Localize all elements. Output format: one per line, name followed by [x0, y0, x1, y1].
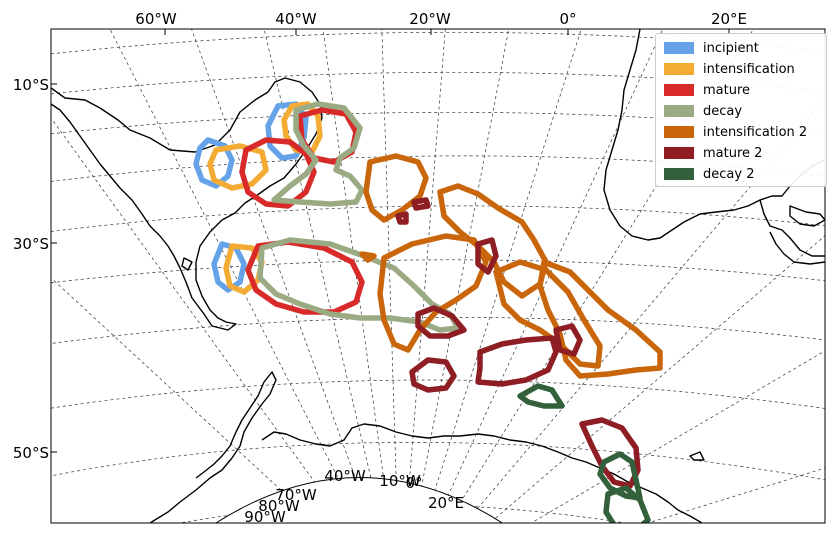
lon-label-inner: 20°E	[428, 494, 464, 512]
lon-label-inner: 70°W	[275, 486, 317, 504]
contour-intensification-2	[359, 251, 377, 263]
legend-item: mature	[664, 82, 750, 98]
map-frame	[50, 28, 826, 524]
lon-label-inner: 40°W	[324, 467, 366, 485]
contour-mature-2	[409, 357, 457, 393]
contour-mature-2	[411, 197, 431, 211]
legend-item: decay 2	[664, 166, 754, 182]
legend-item: mature 2	[664, 145, 762, 161]
legend-item: incipient	[664, 40, 759, 56]
contour-decay	[257, 237, 461, 333]
lat-label-left: 50°S	[13, 444, 49, 462]
contour-intensification-2	[363, 153, 429, 223]
contour-mature-2	[415, 305, 467, 339]
contour-mature	[239, 137, 317, 209]
lon-label-top: 20°W	[409, 10, 451, 28]
legend-swatch	[664, 84, 694, 96]
contour-decay-2	[603, 485, 651, 523]
contour-mature-2	[475, 237, 499, 275]
contour-decay-2	[517, 383, 565, 409]
legend-item: decay	[664, 103, 742, 119]
lon-label-top: 0°	[559, 10, 576, 28]
contour-intensification-2	[377, 233, 489, 353]
legend-item: intensification	[664, 61, 795, 77]
contour-mature-2	[395, 211, 409, 225]
lon-label-inner: 90°W	[244, 508, 286, 526]
lon-label-inner: 10°W	[379, 472, 421, 490]
lon-label-top: 60°W	[135, 10, 177, 28]
legend-swatch	[664, 147, 694, 159]
pole-cap	[215, 477, 504, 523]
legend-label: intensification	[703, 61, 795, 77]
contour-intensification-2	[493, 259, 603, 369]
lon-label-inner: 80°W	[258, 497, 300, 515]
contour-mature-2	[553, 323, 583, 357]
legend-label: intensification 2	[703, 124, 808, 140]
lon-label-inner: 0°	[405, 474, 422, 492]
contour-intensification-2	[537, 259, 663, 379]
legend-label: mature 2	[703, 145, 763, 161]
legend-swatch	[664, 126, 694, 138]
contour-decay	[271, 101, 365, 207]
coastlines	[51, 29, 825, 523]
legend-label: decay 2	[703, 166, 755, 182]
legend-label: decay	[703, 103, 743, 119]
lat-label-left: 10°S	[13, 76, 49, 94]
lon-label-top: 20°E	[711, 10, 747, 28]
legend-swatch	[664, 42, 694, 54]
legend: incipient intensification mature decay i…	[655, 33, 827, 187]
lon-label-top: 40°W	[275, 10, 317, 28]
legend-swatch	[664, 63, 694, 75]
legend-swatch	[664, 168, 694, 180]
legend-swatch	[664, 105, 694, 117]
legend-item: intensification 2	[664, 124, 807, 140]
legend-label: mature	[703, 82, 751, 98]
legend-label: incipient	[703, 40, 759, 56]
contour-mature	[245, 239, 365, 315]
lat-label-left: 30°S	[13, 235, 49, 253]
contour-mature-2	[475, 335, 559, 387]
